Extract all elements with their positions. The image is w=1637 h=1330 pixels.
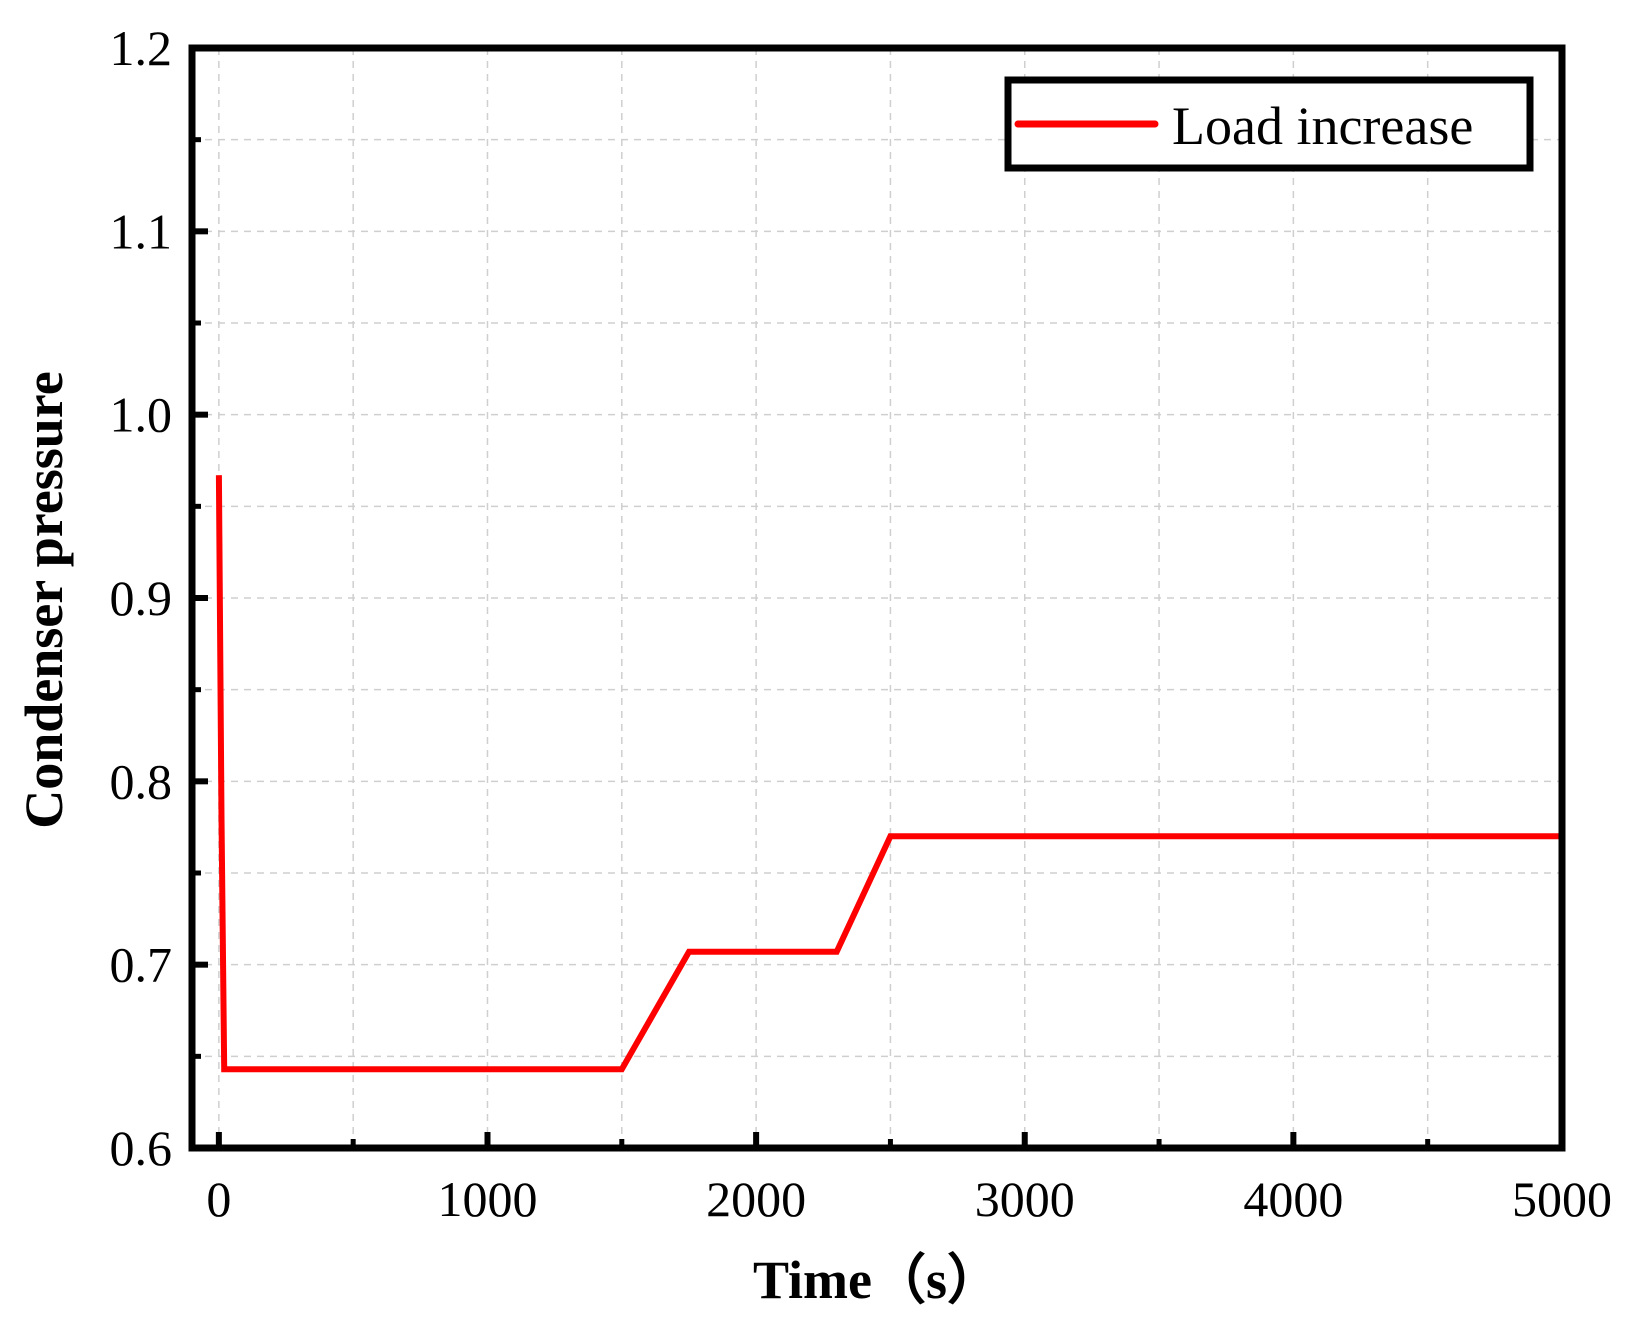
- y-axis-title: Condenser pressure: [14, 371, 74, 829]
- y-tick-labels: 0.6 0.7 0.8 0.9 1.0 1.1 1.2: [110, 20, 173, 1176]
- x-tick-labels: 0 1000 2000 3000 4000 5000: [206, 1171, 1612, 1227]
- x-axis-title: Time（s）: [753, 1250, 1001, 1310]
- y-tick-label: 1.0: [110, 387, 173, 443]
- legend[interactable]: Load increase: [1004, 76, 1534, 172]
- x-tick-label: 2000: [706, 1171, 806, 1227]
- y-tick-label: 0.8: [110, 753, 173, 809]
- plot-frame: [188, 44, 1566, 1152]
- x-tick-label: 4000: [1243, 1171, 1343, 1227]
- x-tick-label: 5000: [1512, 1171, 1612, 1227]
- series-line-load-increase: [215, 475, 1562, 1073]
- series-layer: [215, 475, 1562, 1073]
- ticks: [192, 45, 1565, 1151]
- y-tick-label: 1.1: [110, 203, 173, 259]
- y-tick-label: 1.2: [110, 20, 173, 76]
- y-tick-label: 0.7: [110, 937, 173, 993]
- legend-label-load-increase: Load increase: [1172, 96, 1473, 156]
- x-tick-label: 0: [206, 1171, 231, 1227]
- y-tick-label: 0.9: [110, 570, 173, 626]
- x-tick-label: 1000: [437, 1171, 537, 1227]
- x-tick-label: 3000: [975, 1171, 1075, 1227]
- grid-lines: [192, 48, 1562, 1148]
- y-tick-label: 0.6: [110, 1120, 173, 1176]
